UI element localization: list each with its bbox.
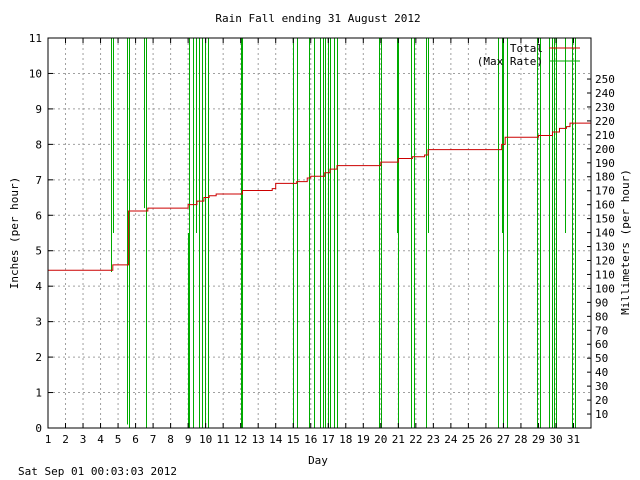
y-tick-label: 5 <box>35 245 42 258</box>
y2-tick-label: 240 <box>595 87 615 100</box>
y2-axis-label: Millimeters (per hour) <box>619 169 632 315</box>
x-tick-label: 15 <box>287 433 300 446</box>
x-tick-label: 26 <box>479 433 492 446</box>
axis-ticks: 1 2 3 4 5 6 7 8 9 10 11 12 13 14 15 16 17 18 19 20 21 22 23 24 2… <box>29 32 615 446</box>
x-tick-label: 19 <box>357 433 370 446</box>
x-tick-label: 4 <box>97 433 104 446</box>
y2-tick-label: 10 <box>595 408 608 421</box>
y2-tick-label: 170 <box>595 185 615 198</box>
y2-tick-label: 60 <box>595 338 608 351</box>
y-tick-label: 2 <box>35 351 42 364</box>
y2-tick-label: 110 <box>595 268 615 281</box>
x-tick-label: 12 <box>234 433 247 446</box>
y-tick-label: 10 <box>29 67 42 80</box>
y2-tick-label: 250 <box>595 73 615 86</box>
x-tick-label: 1 <box>45 433 52 446</box>
y2-tick-label: 130 <box>595 241 615 254</box>
x-tick-label: 7 <box>150 433 157 446</box>
x-tick-label: 28 <box>514 433 527 446</box>
x-tick-label: 20 <box>374 433 387 446</box>
legend: Total (Max Rate) <box>477 42 580 68</box>
chart-title: Rain Fall ending 31 August 2012 <box>215 12 420 25</box>
x-tick-label: 22 <box>409 433 422 446</box>
y2-tick-label: 20 <box>595 394 608 407</box>
x-tick-label: 5 <box>115 433 122 446</box>
y2-tick-label: 220 <box>595 115 615 128</box>
x-tick-label: 14 <box>269 433 283 446</box>
y2-tick-label: 120 <box>595 254 615 267</box>
total-line <box>48 122 591 271</box>
total-series <box>48 122 591 271</box>
y2-tick-label: 50 <box>595 352 608 365</box>
x-tick-label: 18 <box>339 433 352 446</box>
y2-tick-label: 180 <box>595 171 615 184</box>
x-tick-label: 21 <box>392 433 405 446</box>
y2-tick-label: 230 <box>595 101 615 114</box>
y2-tick-label: 100 <box>595 282 615 295</box>
max-rate-series <box>111 38 576 428</box>
x-tick-label: 31 <box>567 433 580 446</box>
y-tick-label: 4 <box>35 280 42 293</box>
y2-tick-label: 140 <box>595 227 615 240</box>
y2-tick-label: 80 <box>595 310 608 323</box>
footer-timestamp: Sat Sep 01 00:03:03 2012 <box>18 465 177 478</box>
x-tick-label: 13 <box>252 433 265 446</box>
y2-tick-label: 70 <box>595 324 608 337</box>
y-tick-label: 0 <box>35 422 42 435</box>
y2-tick-label: 160 <box>595 199 615 212</box>
x-tick-label: 16 <box>304 433 317 446</box>
x-tick-label: 9 <box>185 433 192 446</box>
y2-tick-label: 210 <box>595 129 615 142</box>
x-tick-label: 3 <box>80 433 87 446</box>
x-tick-label: 29 <box>532 433 545 446</box>
legend-label-max-rate: (Max Rate) <box>477 55 543 68</box>
y-tick-label: 6 <box>35 209 42 222</box>
x-tick-label: 2 <box>62 433 69 446</box>
y-tick-label: 7 <box>35 174 42 187</box>
x-tick-label: 6 <box>132 433 139 446</box>
x-axis-label: Day <box>308 454 328 467</box>
y-tick-label: 8 <box>35 138 42 151</box>
y2-tick-label: 150 <box>595 213 615 226</box>
x-tick-label: 23 <box>427 433 440 446</box>
x-tick-label: 24 <box>444 433 458 446</box>
y2-tick-label: 90 <box>595 296 608 309</box>
y2-tick-label: 200 <box>595 143 615 156</box>
y2-tick-label: 30 <box>595 380 608 393</box>
y-tick-label: 11 <box>29 32 42 45</box>
legend-label-total: Total <box>510 42 543 55</box>
y-tick-label: 1 <box>35 387 42 400</box>
y-tick-label: 3 <box>35 316 42 329</box>
x-tick-label: 27 <box>497 433 510 446</box>
y2-tick-label: 40 <box>595 366 608 379</box>
x-tick-label: 11 <box>217 433 230 446</box>
y2-tick-label: 190 <box>595 157 615 170</box>
x-tick-label: 8 <box>167 433 174 446</box>
y-tick-label: 9 <box>35 103 42 116</box>
x-tick-label: 10 <box>199 433 212 446</box>
x-tick-label: 30 <box>549 433 562 446</box>
x-tick-label: 25 <box>462 433 475 446</box>
x-tick-label: 17 <box>322 433 335 446</box>
y-axis-label: Inches (per hour) <box>8 177 21 290</box>
